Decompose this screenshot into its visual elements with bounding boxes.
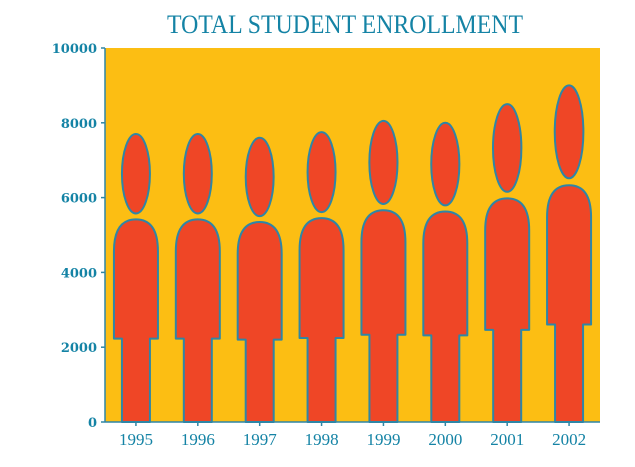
y-tick-label: 4000 — [61, 266, 97, 281]
figure-head-1996 — [182, 133, 213, 215]
x-tick-label: 1999 — [366, 430, 400, 449]
figure-head-1995 — [120, 133, 151, 215]
figure-body-2002 — [546, 184, 593, 423]
y-tick-label: 2000 — [61, 341, 97, 356]
figure-head-2002 — [553, 84, 585, 180]
figure-bar-2000 — [422, 121, 469, 423]
x-tick-label: 1997 — [243, 430, 278, 449]
y-axis-ticks: 0 2000 4000 6000 8000 10000 — [52, 42, 105, 431]
figure-body-1997 — [236, 221, 283, 423]
axes — [104, 48, 600, 423]
figure-head-1998 — [306, 131, 337, 214]
y-tick-label: 10000 — [52, 42, 97, 57]
x-tick-label: 1998 — [305, 430, 339, 449]
figure-bar-1996 — [174, 133, 221, 423]
figure-bar-1995 — [112, 133, 159, 423]
figure-bar-2002 — [546, 84, 593, 423]
x-tick-label: 2000 — [428, 430, 462, 449]
x-axis-ticks: 1995 1996 1997 1998 1999 2000 2001 2002 — [119, 422, 586, 449]
figure-bar-1997 — [236, 136, 283, 423]
figure-head-1999 — [368, 119, 399, 205]
y-tick-label: 6000 — [61, 192, 97, 207]
figure-body-1995 — [112, 218, 159, 423]
figure-body-1999 — [360, 209, 407, 423]
figure-bar-1999 — [360, 119, 407, 423]
figure-head-2001 — [491, 103, 523, 193]
figure-head-2000 — [430, 121, 461, 207]
figure-bar-1998 — [298, 131, 345, 423]
x-tick-label: 1996 — [181, 430, 215, 449]
figure-body-2000 — [422, 210, 469, 423]
x-tick-label: 1995 — [119, 430, 153, 449]
figure-bar-2001 — [484, 103, 531, 423]
x-tick-label: 2001 — [490, 430, 524, 449]
x-tick-label: 2002 — [552, 430, 586, 449]
y-tick-label: 8000 — [61, 117, 97, 132]
figure-body-2001 — [484, 197, 531, 423]
figure-body-1998 — [298, 217, 345, 423]
y-tick-label: 0 — [88, 416, 97, 431]
bar-figures — [112, 84, 593, 423]
figure-head-1997 — [244, 136, 275, 218]
chart-title: TOTAL STUDENT ENROLLMENT — [167, 10, 523, 39]
figure-body-1996 — [174, 218, 221, 423]
